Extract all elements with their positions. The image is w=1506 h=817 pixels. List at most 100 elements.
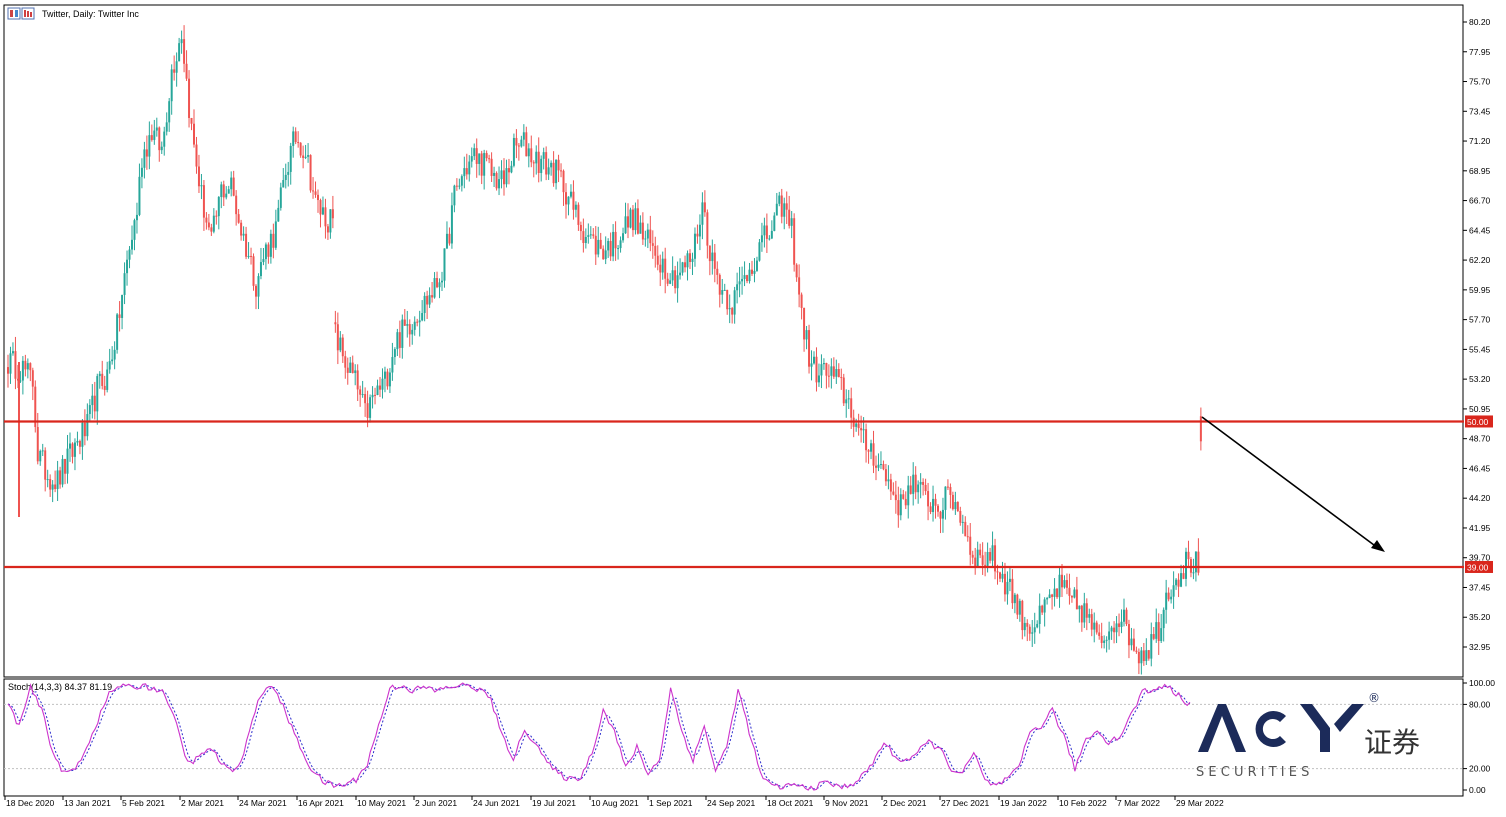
candle: [257, 273, 260, 310]
candle: [1083, 592, 1086, 628]
candle: [143, 141, 146, 179]
candle: [324, 198, 327, 239]
candle: [718, 273, 721, 308]
candle: [423, 292, 426, 322]
candle: [805, 325, 808, 350]
candle: [91, 384, 94, 419]
candle: [1085, 598, 1088, 631]
candle: [319, 198, 322, 228]
candle: [398, 320, 401, 358]
candle: [1068, 573, 1071, 605]
stoch-signal-line: [7, 683, 1191, 790]
candle: [485, 150, 488, 162]
level-tag: [1465, 560, 1493, 573]
candle: [1167, 587, 1170, 602]
candle: [959, 506, 962, 526]
candle: [527, 143, 530, 168]
candle: [391, 342, 394, 381]
price-tick-label: 62.20: [1469, 255, 1491, 265]
price-tick-label: 39.70: [1469, 553, 1491, 563]
candle: [455, 178, 458, 191]
candle: [736, 272, 739, 304]
candle: [1011, 569, 1014, 609]
candle: [664, 247, 667, 294]
candle: [966, 525, 969, 542]
candle: [547, 158, 550, 180]
candle: [532, 160, 535, 178]
candle: [808, 324, 811, 374]
candle: [282, 168, 285, 188]
price-tick-label: 41.95: [1469, 523, 1491, 533]
candle: [376, 379, 379, 396]
candle: [1098, 624, 1101, 640]
candle: [259, 247, 262, 280]
candle: [770, 220, 773, 240]
candle: [708, 245, 711, 276]
candle: [592, 228, 595, 239]
candle: [7, 354, 9, 388]
candle: [505, 159, 508, 188]
candle: [624, 202, 627, 234]
candle: [512, 133, 515, 168]
candle: [691, 252, 694, 275]
candle: [507, 158, 510, 185]
candle: [393, 347, 396, 365]
price-tick-label: 77.95: [1469, 47, 1491, 57]
candle: [411, 324, 414, 345]
candle: [1103, 635, 1106, 649]
time-tick-label: 10 Feb 2022: [1059, 798, 1107, 808]
candle: [103, 375, 106, 396]
candle: [879, 451, 882, 469]
candle: [1123, 598, 1125, 627]
acy-logo-mark: [1198, 704, 1364, 752]
bars-icon[interactable]: [21, 7, 35, 20]
price-tick-label: 64.45: [1469, 225, 1491, 235]
candle: [515, 129, 518, 159]
candle: [150, 124, 153, 142]
price-tick-label: 66.70: [1469, 196, 1491, 206]
candle: [106, 361, 109, 393]
candle: [185, 50, 188, 81]
price-tick-label: 50.95: [1469, 404, 1491, 414]
candle: [875, 455, 877, 481]
time-tick-label: 24 Mar 2021: [239, 798, 287, 808]
window-icon[interactable]: [7, 7, 21, 20]
candle: [1033, 612, 1036, 644]
candle: [418, 310, 421, 337]
candle: [441, 271, 443, 291]
stoch-axis: 100.00 80.00 20.00 0.00: [1463, 678, 1495, 795]
candle: [294, 127, 297, 145]
candle: [148, 121, 151, 170]
logo-securities: S E C U R I T I E S: [1196, 765, 1309, 780]
candle: [111, 346, 114, 365]
candle: [1078, 605, 1081, 623]
candle: [882, 460, 885, 471]
candle: [59, 466, 62, 489]
candle: [837, 363, 840, 378]
candle: [510, 160, 513, 174]
candle: [892, 482, 895, 496]
candle: [1125, 607, 1128, 627]
candle: [1073, 587, 1076, 599]
candle: [909, 476, 912, 495]
candle: [845, 389, 848, 418]
candle: [765, 213, 768, 254]
candle: [741, 266, 744, 295]
candle: [426, 290, 429, 319]
candle: [751, 260, 753, 276]
candle: [19, 371, 22, 383]
candle: [480, 150, 483, 185]
candle: [406, 310, 409, 338]
candle: [693, 227, 696, 267]
candle: [245, 226, 248, 260]
candle: [356, 364, 359, 402]
candle: [279, 182, 282, 211]
candle: [602, 245, 605, 260]
candle: [996, 564, 999, 585]
candle: [572, 180, 575, 220]
candle: [210, 223, 213, 236]
candle: [954, 491, 957, 515]
candle: [656, 245, 659, 271]
candle: [443, 248, 446, 288]
